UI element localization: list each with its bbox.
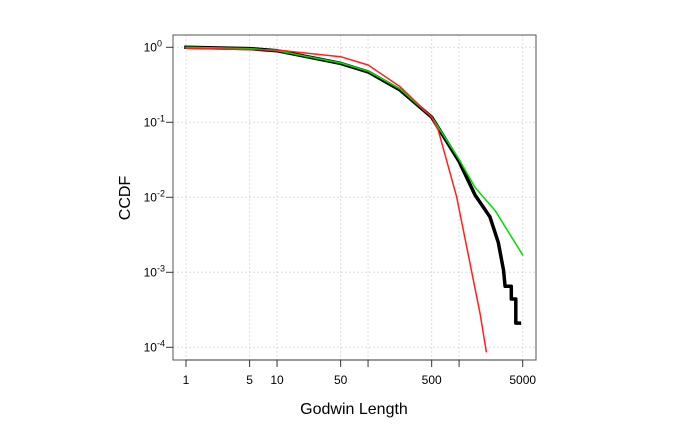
y-axis: 100 10-1 10-2 10-3 10-4 <box>144 38 173 354</box>
x-axis-label: Godwin Length <box>300 401 408 418</box>
y-tick-label: 10-2 <box>144 188 165 204</box>
y-axis-label: CCDF <box>117 176 134 221</box>
x-tick-label: 5000 <box>509 373 536 387</box>
x-tick-label: 5 <box>246 373 253 387</box>
series-fit-line-1 <box>185 46 524 256</box>
y-tick-label: 100 <box>144 38 162 54</box>
y-tick-label: 10-3 <box>144 263 165 279</box>
series-empirical-ccdf <box>184 45 522 325</box>
grid <box>173 35 536 360</box>
x-tick-label: 500 <box>422 373 442 387</box>
y-tick-label: 10-4 <box>144 338 165 354</box>
series-fit-line-2 <box>185 47 488 353</box>
x-tick-label: 10 <box>270 373 284 387</box>
x-tick-label: 1 <box>183 373 190 387</box>
y-tick-label: 10-1 <box>144 113 165 129</box>
x-axis: 1 5 10 50 500 5000 <box>183 359 536 387</box>
x-tick-label: 50 <box>334 373 348 387</box>
series-layer <box>184 45 524 353</box>
